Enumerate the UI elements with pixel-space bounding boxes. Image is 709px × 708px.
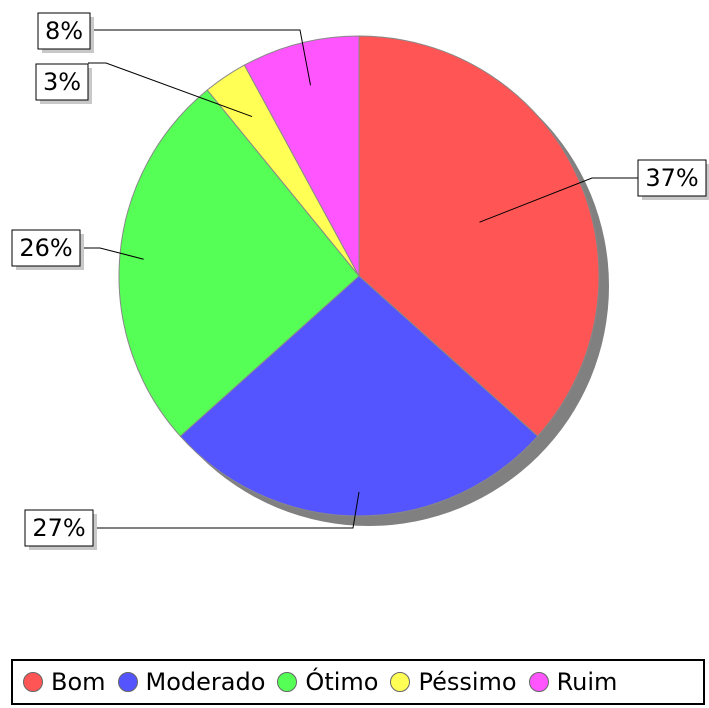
legend-item-ótimo: Ótimo [277,668,378,696]
data-label-box [24,509,94,547]
legend-item-moderado: Moderado [117,668,266,696]
pie-slice-ruim [243,35,360,277]
data-label-box [11,229,81,267]
legend-label: Ruim [556,668,618,696]
leader-line [93,491,360,529]
legend-label: Moderado [145,668,266,696]
legend-label: Bom [51,668,106,696]
leader-line [88,62,253,118]
legend-swatch [390,672,411,692]
leader-line [479,177,638,223]
legend-label: Ótimo [305,668,379,696]
data-label-box [37,12,91,50]
pie-slice-moderado [179,275,539,517]
legend: Bom Moderado Ótimo Péssimo Ruim [11,659,705,705]
data-label-box [35,63,89,101]
data-label-box [637,159,707,197]
legend-swatch [528,672,549,692]
legend-item-ruim: Ruim [528,668,618,696]
data-label: 27% [32,514,85,542]
data-label: 26% [19,234,72,262]
data-label: 37% [645,164,698,192]
pie-slice-ótimo [118,89,360,437]
data-label: 3% [43,68,81,96]
legend-swatch [117,672,138,692]
legend-swatch [277,672,298,692]
pie-chart: 37% 27% 26% 3% 8% [11,12,709,550]
data-label: 8% [45,17,83,45]
legend-label: Péssimo [418,668,517,696]
leader-line [80,247,144,260]
pie-labels: 37% 27% 26% 3% 8% [11,12,709,550]
pie-slice-bom [358,35,600,437]
legend-swatch [23,672,43,692]
leader-line [90,29,312,86]
legend-item-bom: Bom [23,668,106,696]
legend-item-péssimo: Péssimo [390,668,517,696]
pie-slices [118,35,600,517]
